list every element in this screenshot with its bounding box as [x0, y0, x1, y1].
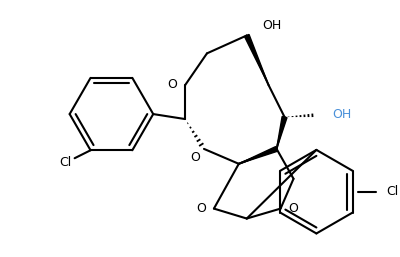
Text: O: O	[288, 202, 298, 215]
Text: OH: OH	[263, 19, 282, 32]
Text: Cl: Cl	[386, 185, 398, 198]
Text: OH: OH	[332, 108, 352, 121]
Polygon shape	[239, 146, 278, 164]
Polygon shape	[277, 116, 287, 149]
Text: Cl: Cl	[60, 156, 72, 169]
Text: O: O	[167, 78, 177, 91]
Polygon shape	[244, 34, 269, 85]
Text: O: O	[190, 151, 200, 164]
Text: O: O	[196, 202, 206, 215]
